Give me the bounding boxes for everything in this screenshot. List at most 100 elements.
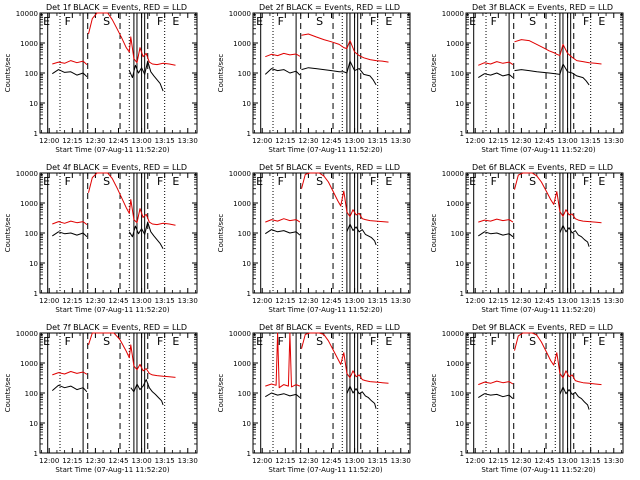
x-tick-label: 12:00 bbox=[252, 137, 272, 145]
lld-series-line bbox=[52, 371, 88, 376]
chart-title: Det 2f BLACK = Events, RED = LLD bbox=[259, 3, 400, 12]
region-label: E bbox=[172, 15, 179, 28]
x-tick-label: 12:15 bbox=[275, 297, 295, 305]
y-tick-label: 1 bbox=[34, 450, 38, 458]
x-tick-label: 13:30 bbox=[604, 297, 624, 305]
x-tick-label: 13:00 bbox=[344, 457, 364, 465]
region-label: S bbox=[529, 175, 536, 188]
events-series-line bbox=[346, 223, 377, 246]
panel-det-9: Det 9f BLACK = Events, RED = LLD 1 10 100 10… bbox=[430, 323, 624, 474]
x-tick-label: 12:30 bbox=[511, 457, 531, 465]
region-label: E bbox=[598, 175, 605, 188]
x-tick-label: 13:30 bbox=[391, 297, 411, 305]
x-tick-label: 13:00 bbox=[344, 137, 364, 145]
x-tick-label: 12:00 bbox=[465, 457, 485, 465]
x-tick-label: 13:30 bbox=[391, 457, 411, 465]
x-tick-label: 12:45 bbox=[321, 137, 341, 145]
region-label: E bbox=[469, 175, 476, 188]
y-tick-label: 10 bbox=[455, 100, 464, 108]
lld-series-line bbox=[478, 218, 514, 223]
y-axis-label: Counts/sec bbox=[217, 54, 225, 93]
events-series-line bbox=[559, 386, 590, 410]
y-axis-label: Counts/sec bbox=[217, 214, 225, 253]
y-tick-label: 10 bbox=[455, 420, 464, 428]
x-tick-label: 12:15 bbox=[488, 137, 508, 145]
region-label: E bbox=[469, 335, 476, 348]
region-label: F bbox=[65, 335, 71, 348]
region-label: F bbox=[157, 335, 163, 348]
x-tick-label: 12:30 bbox=[85, 137, 105, 145]
y-tick-label: 10 bbox=[242, 260, 251, 268]
x-tick-label: 12:00 bbox=[252, 457, 272, 465]
chart-title: Det 3f BLACK = Events, RED = LLD bbox=[472, 3, 613, 12]
region-label: F bbox=[370, 175, 376, 188]
y-tick-label: 1 bbox=[247, 130, 251, 138]
y-tick-label: 10000 bbox=[442, 10, 464, 18]
x-tick-label: 13:00 bbox=[557, 137, 577, 145]
region-label: F bbox=[370, 15, 376, 28]
x-tick-label: 12:45 bbox=[108, 457, 128, 465]
lld-series-line bbox=[301, 33, 389, 63]
y-tick-label: 1000 bbox=[20, 360, 38, 368]
x-tick-label: 12:30 bbox=[511, 137, 531, 145]
region-label: F bbox=[278, 175, 284, 188]
events-series-line bbox=[264, 68, 301, 76]
x-axis-label: Start Time (07-Aug-11 11:52:20) bbox=[55, 146, 169, 154]
y-tick-label: 1000 bbox=[233, 200, 251, 208]
y-tick-label: 1 bbox=[460, 450, 464, 458]
y-tick-label: 100 bbox=[451, 70, 464, 78]
y-tick-label: 1 bbox=[34, 290, 38, 298]
x-tick-label: 12:15 bbox=[62, 137, 82, 145]
y-tick-label: 10 bbox=[455, 260, 464, 268]
region-label: F bbox=[370, 335, 376, 348]
y-tick-label: 10000 bbox=[229, 10, 251, 18]
y-tick-label: 1000 bbox=[446, 40, 464, 48]
x-tick-label: 13:15 bbox=[581, 457, 601, 465]
region-label: E bbox=[172, 175, 179, 188]
lld-series-line bbox=[265, 332, 301, 389]
x-tick-label: 13:30 bbox=[178, 457, 198, 465]
lld-series-line bbox=[52, 60, 88, 65]
x-tick-label: 12:45 bbox=[108, 297, 128, 305]
chart-title: Det 6f BLACK = Events, RED = LLD bbox=[472, 163, 613, 172]
region-label: E bbox=[469, 15, 476, 28]
x-tick-label: 12:15 bbox=[62, 297, 82, 305]
x-tick-label: 12:45 bbox=[534, 457, 554, 465]
lld-series-line bbox=[514, 172, 602, 224]
y-tick-label: 10 bbox=[242, 420, 251, 428]
x-tick-label: 12:30 bbox=[298, 137, 318, 145]
y-tick-label: 100 bbox=[451, 230, 464, 238]
region-label: F bbox=[278, 15, 284, 28]
y-tick-label: 1 bbox=[34, 130, 38, 138]
x-tick-label: 12:00 bbox=[252, 297, 272, 305]
panel-det-3: Det 3f BLACK = Events, RED = LLD 1 10 100 10… bbox=[430, 3, 624, 154]
x-tick-label: 12:30 bbox=[85, 297, 105, 305]
lld-series-line bbox=[88, 332, 176, 378]
events-series-line bbox=[478, 393, 514, 399]
y-tick-label: 1000 bbox=[446, 200, 464, 208]
panel-det-4: Det 4f BLACK = Events, RED = LLD 1 10 100 10… bbox=[4, 163, 198, 314]
y-tick-label: 1000 bbox=[233, 360, 251, 368]
y-tick-label: 100 bbox=[25, 390, 38, 398]
events-series-line bbox=[51, 384, 88, 393]
events-series-line bbox=[478, 231, 514, 238]
y-tick-label: 10000 bbox=[229, 170, 251, 178]
lld-series-line bbox=[265, 218, 301, 223]
region-label: E bbox=[256, 335, 263, 348]
x-tick-label: 13:00 bbox=[131, 297, 151, 305]
events-series-line bbox=[128, 60, 164, 92]
region-label: S bbox=[103, 175, 110, 188]
chart-title: Det 1f BLACK = Events, RED = LLD bbox=[46, 3, 187, 12]
chart-title: Det 8f BLACK = Events, RED = LLD bbox=[259, 323, 400, 332]
y-tick-label: 10000 bbox=[16, 170, 38, 178]
x-tick-label: 13:15 bbox=[155, 457, 175, 465]
lld-series-line bbox=[478, 61, 514, 66]
y-axis-label: Counts/sec bbox=[4, 54, 12, 93]
y-tick-label: 1 bbox=[247, 290, 251, 298]
events-series-line bbox=[52, 231, 88, 238]
x-tick-label: 12:30 bbox=[298, 297, 318, 305]
region-label: S bbox=[316, 15, 323, 28]
panel-det-2: Det 2f BLACK = Events, RED = LLD 1 10 100 10… bbox=[217, 3, 411, 154]
events-series-line bbox=[514, 63, 590, 86]
region-label: E bbox=[385, 335, 392, 348]
